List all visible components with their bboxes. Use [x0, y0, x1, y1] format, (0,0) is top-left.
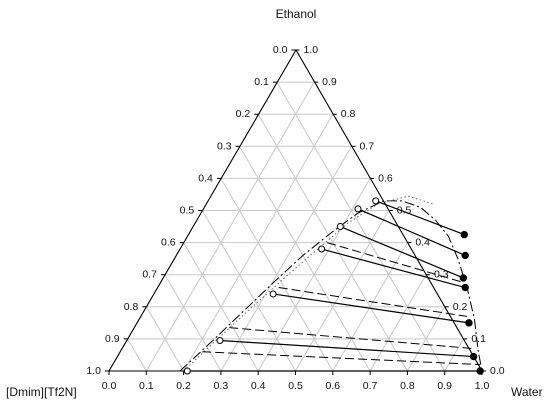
binodal-curve-dotted — [183, 195, 434, 372]
tie-lines — [187, 200, 481, 372]
bottom-tick-label: 0.3 — [214, 380, 229, 392]
water-rich-point — [461, 283, 469, 292]
grid-line-water — [145, 81, 315, 372]
right-tick-label: 0.1 — [471, 333, 486, 345]
bottom-tick-label: 0.8 — [400, 380, 415, 392]
left-axis-ticks: 0.0 0.1 0.2 0.3 0.4 0.5 0.6 0.7 0.8 0.9 1.0 — [86, 44, 296, 377]
left-tick-label: 0.5 — [180, 205, 195, 217]
bottom-tick-label: 0.0 — [102, 380, 117, 392]
experimental-tie-line — [357, 208, 466, 256]
experimental-tie-line — [321, 248, 466, 289]
water-rich-point — [465, 319, 473, 327]
vertex-label-top: Ethanol — [276, 7, 317, 21]
vertex-label-left: [Dmim][Tf2N] — [6, 385, 77, 399]
water-rich-point — [461, 251, 469, 260]
il-rich-point — [318, 245, 326, 253]
calculated-tie-line — [229, 327, 473, 350]
left-tick-label: 0.8 — [124, 301, 139, 313]
right-tick-label: 0.8 — [341, 108, 356, 120]
grid-line-water — [369, 274, 427, 372]
grid-line-water — [295, 210, 390, 372]
experimental-tie-line — [340, 225, 464, 279]
calculated-tie-line — [278, 287, 468, 317]
binodal-curves — [179, 195, 483, 372]
calculated-tie-line — [327, 242, 465, 284]
data-points — [183, 197, 484, 375]
experimental-tie-line — [273, 293, 470, 324]
left-tick-label: 0.7 — [142, 269, 157, 281]
water-rich-point — [459, 274, 468, 282]
grid-line-water — [332, 242, 408, 372]
right-tick-label: 0.3 — [434, 269, 449, 281]
bottom-axis-ticks: 0.0 0.1 0.2 0.3 0.4 0.5 0.6 0.7 0.8 0.9 1.0 — [102, 371, 490, 392]
grid-line-water — [406, 306, 446, 372]
water-rich-point — [460, 230, 468, 239]
left-tick-label: 0.9 — [105, 333, 120, 345]
right-tick-label: 1.0 — [304, 44, 319, 56]
bottom-tick-label: 0.4 — [251, 380, 266, 392]
right-tick-label: 0.6 — [378, 172, 393, 184]
right-axis-ticks: 1.0 0.9 0.8 0.7 0.6 0.5 0.4 0.3 0.2 0.1 0.0 — [295, 44, 505, 377]
grid-line-il — [239, 146, 371, 372]
calculated-tie-line — [202, 351, 481, 366]
left-tick-label: 0.0 — [273, 44, 288, 56]
left-tick-label: 0.1 — [254, 76, 269, 88]
grid-line-il — [127, 338, 147, 372]
right-tick-label: 0.5 — [397, 205, 412, 217]
bottom-tick-label: 0.6 — [325, 380, 340, 392]
il-rich-point — [183, 367, 191, 375]
grid-line-il — [145, 306, 185, 372]
bottom-tick-label: 0.9 — [437, 380, 452, 392]
il-rich-point — [372, 197, 380, 205]
bottom-tick-label: 0.7 — [363, 380, 378, 392]
bottom-tick-label: 1.0 — [475, 380, 490, 392]
grid-line-il — [276, 81, 446, 372]
right-tick-label: 0.7 — [359, 140, 374, 152]
binodal-curve — [179, 200, 483, 372]
left-tick-label: 0.6 — [161, 237, 176, 249]
bottom-tick-label: 0.1 — [139, 380, 154, 392]
water-rich-point — [476, 367, 484, 375]
bottom-tick-label: 0.2 — [176, 380, 191, 392]
left-tick-label: 1.0 — [86, 365, 101, 377]
left-tick-label: 0.3 — [217, 140, 232, 152]
water-rich-point — [469, 352, 478, 361]
right-tick-label: 0.4 — [415, 237, 430, 249]
grid-line-il — [201, 210, 296, 372]
il-rich-point — [354, 205, 362, 213]
ternary-grid — [127, 81, 464, 372]
left-tick-label: 0.4 — [198, 172, 213, 184]
il-rich-point — [336, 223, 344, 231]
vertex-label-right: Water — [511, 385, 543, 399]
right-tick-label: 0.0 — [490, 365, 505, 377]
experimental-tie-line — [375, 200, 465, 236]
bottom-tick-label: 0.5 — [288, 380, 303, 392]
il-rich-point — [216, 337, 224, 345]
right-tick-label: 0.2 — [453, 301, 468, 313]
il-rich-point — [269, 290, 277, 298]
left-tick-label: 0.2 — [236, 108, 251, 120]
experimental-tie-line — [219, 339, 474, 358]
grid-line-il — [183, 242, 259, 372]
right-tick-label: 0.9 — [322, 76, 337, 88]
grid-line-water — [220, 146, 352, 372]
grid-line-il — [164, 274, 222, 372]
